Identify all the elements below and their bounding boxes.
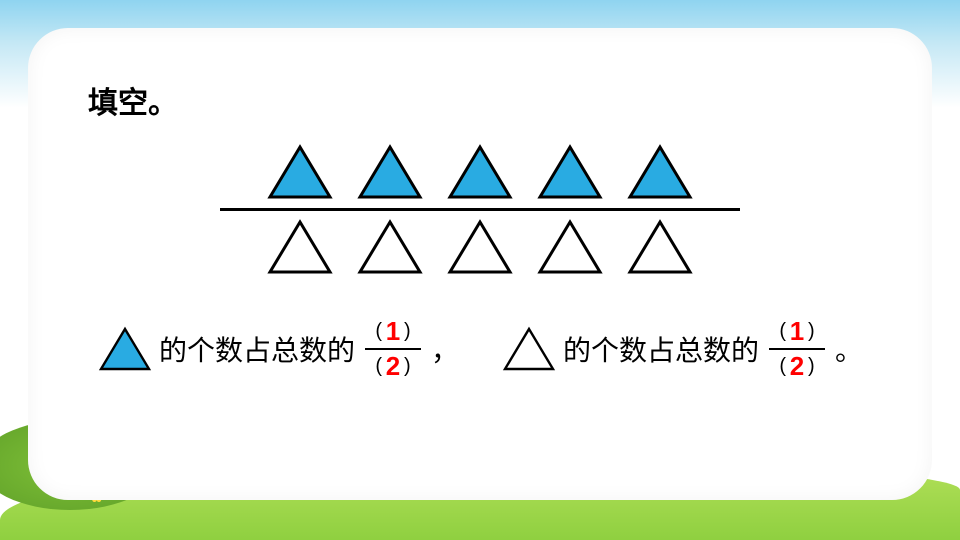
fraction-1: ( 1 ) ( 2 ): [365, 317, 421, 380]
bottom-triangle-row: [88, 217, 872, 277]
page-title: 填空。: [88, 78, 872, 122]
fraction-2-numerator: ( 1 ): [779, 317, 814, 346]
sentence-text-1: 的个数占总数的: [159, 329, 355, 369]
diagram-divider: [220, 208, 740, 211]
triangle-diagram: [88, 142, 872, 277]
filled-triangle-icon: [97, 323, 153, 375]
empty-triangle-icon: [535, 217, 605, 277]
fraction-1-numerator: ( 1 ): [375, 317, 410, 346]
answer-1-denominator: 2: [382, 352, 404, 381]
period: 。: [835, 329, 863, 369]
fraction-line: [769, 348, 825, 350]
answer-2-numerator: 1: [786, 317, 808, 346]
filled-triangle-icon: [625, 142, 695, 202]
fraction-line: [365, 348, 421, 350]
fraction-1-denominator: ( 2 ): [375, 352, 410, 381]
empty-triangle-icon: [265, 217, 335, 277]
filled-triangle-icon: [445, 142, 515, 202]
fill-blank-sentence: 的个数占总数的 ( 1 ) ( 2 ) ， 的个数占总数的 ( 1 ): [88, 317, 872, 380]
filled-triangle-icon: [265, 142, 335, 202]
sentence-text-2: 的个数占总数的: [563, 329, 759, 369]
answer-1-numerator: 1: [382, 317, 404, 346]
filled-triangle-icon: [355, 142, 425, 202]
content-card: 填空。 的个数占总数的 ( 1 ) ( 2 ) ， 的个数占总数的: [28, 28, 932, 500]
empty-triangle-icon: [625, 217, 695, 277]
filled-triangle-icon: [535, 142, 605, 202]
answer-2-denominator: 2: [786, 352, 808, 381]
empty-triangle-icon: [501, 323, 557, 375]
comma: ，: [431, 329, 459, 369]
empty-triangle-icon: [445, 217, 515, 277]
fraction-2-denominator: ( 2 ): [779, 352, 814, 381]
fraction-2: ( 1 ) ( 2 ): [769, 317, 825, 380]
top-triangle-row: [88, 142, 872, 202]
empty-triangle-icon: [355, 217, 425, 277]
